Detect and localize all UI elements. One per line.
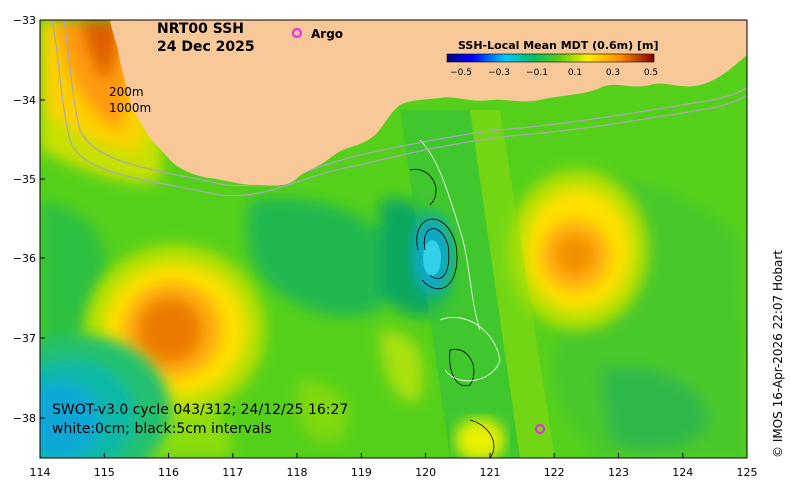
map-date: 24 Dec 2025	[157, 39, 255, 55]
x-tick-label: 114	[30, 466, 51, 479]
y-tick-label: −34	[13, 94, 36, 107]
x-tick-label: 122	[544, 466, 565, 479]
legend-title: SSH-Local Mean MDT (0.6m) [m]	[458, 39, 658, 52]
y-axis: −33 −34 −35 −36 −37 −38	[13, 14, 45, 425]
legend-tick-label: −0.3	[488, 68, 510, 78]
legend-colorbar	[446, 53, 655, 63]
x-tick-label: 118	[287, 466, 308, 479]
isobath-label-200m: 200m	[109, 85, 144, 99]
legend-ticks: −0.5 −0.3 −0.1 0.1 0.3 0.5	[450, 68, 658, 78]
legend-tick-label: 0.5	[644, 68, 658, 78]
y-tick-label: −33	[13, 14, 36, 27]
x-tick-label: 120	[415, 466, 436, 479]
isobath-label-1000m: 1000m	[109, 101, 151, 115]
x-tick-label: 124	[672, 466, 693, 479]
y-tick-label: −35	[13, 173, 36, 186]
y-tick-label: −37	[13, 332, 36, 345]
argo-legend-label: Argo	[311, 27, 343, 41]
argo-legend-marker	[292, 28, 302, 38]
y-tick-label: −36	[13, 252, 36, 265]
legend-tick-label: 0.1	[568, 68, 582, 78]
legend-tick-label: −0.1	[526, 68, 548, 78]
x-tick-label: 123	[608, 466, 629, 479]
imos-credit: © IMOS 16-Apr-2026 22:07 Hobart	[771, 250, 785, 458]
isobaths	[51, 20, 747, 197]
map-frame	[39, 19, 748, 459]
x-tick-label: 119	[351, 466, 372, 479]
x-tick-label: 121	[480, 466, 501, 479]
legend-tick-label: 0.3	[606, 68, 620, 78]
x-tick-label: 116	[158, 466, 179, 479]
argo-float-marker	[535, 424, 545, 434]
y-tick-label: −38	[13, 412, 36, 425]
map-plot-area	[40, 20, 747, 458]
swot-swath	[400, 110, 555, 458]
east-warm-eddy	[508, 170, 648, 330]
legend-tick-label: −0.5	[450, 68, 472, 78]
color-legend: SSH-Local Mean MDT (0.6m) [m] −0.5 −0.3 −0…	[446, 39, 658, 78]
swot-info-line2: white:0cm; black:5cm intervals	[52, 421, 272, 437]
x-tick-label: 125	[737, 466, 758, 479]
x-tick-label: 117	[222, 466, 243, 479]
swot-info-line1: SWOT-v3.0 cycle 043/312; 24/12/25 16:27	[52, 402, 348, 418]
map-title: NRT00 SSH	[157, 21, 244, 37]
sw-cold-eddy	[40, 335, 170, 458]
x-tick-label: 115	[94, 466, 115, 479]
x-axis: 114 115 116 117 118 119 120 121 122 123 124 125	[30, 453, 758, 479]
